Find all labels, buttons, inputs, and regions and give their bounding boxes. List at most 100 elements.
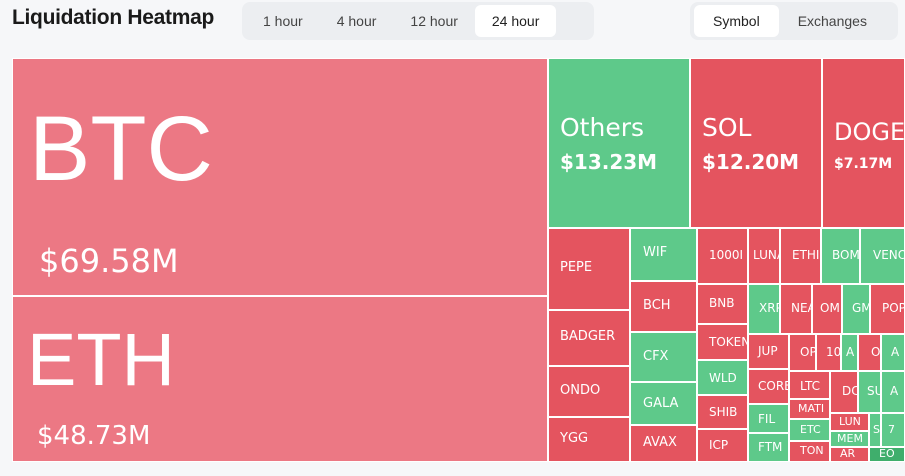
tile-label: 10 [826, 345, 841, 359]
tile[interactable]: XRP [748, 284, 780, 334]
tile[interactable]: JUP [748, 334, 789, 369]
tile[interactable]: BNB [697, 284, 748, 324]
tab[interactable]: 1 hour [263, 13, 303, 29]
tile[interactable]: ICP [697, 429, 748, 462]
tile-label: ETC [800, 423, 821, 436]
tile-label: SU [867, 384, 880, 398]
tile[interactable]: BADGER [548, 310, 630, 366]
tile[interactable]: A [881, 334, 905, 371]
tab[interactable]: 12 hour [410, 13, 458, 29]
tile[interactable]: AVAX [630, 425, 697, 462]
tile-label: VENO [873, 248, 905, 262]
tile-label: OP [800, 345, 816, 359]
tile[interactable]: CORE [748, 369, 789, 404]
tile-label: MEM [837, 432, 863, 445]
tile-label: GM [852, 301, 870, 315]
tile[interactable]: 7 [881, 413, 905, 447]
tile[interactable]: SHIB [697, 395, 748, 429]
tile-label: 1000I [709, 248, 744, 262]
tile-label: TOKEN [709, 335, 748, 349]
tile[interactable]: WLD [697, 360, 748, 395]
tile[interactable]: 1000I [697, 228, 748, 284]
tile-label: BADGER [560, 329, 616, 344]
tile[interactable]: DC [830, 371, 858, 413]
tile-label: BOM [832, 248, 860, 262]
page-title: Liquidation Heatmap [12, 6, 214, 29]
tile[interactable]: O [858, 334, 881, 371]
tile[interactable]: SU [858, 371, 881, 413]
tile[interactable]: MATI [789, 399, 830, 419]
tile[interactable]: TON [789, 441, 830, 462]
tile-value: $48.73M [37, 421, 151, 451]
tile-label: BNB [709, 296, 735, 310]
tile[interactable]: GALA [630, 382, 697, 425]
tile[interactable]: YGG [548, 417, 630, 462]
tile[interactable]: A [841, 334, 858, 371]
tile[interactable]: GM [842, 284, 870, 334]
tile[interactable]: BCH [630, 281, 697, 332]
tile[interactable]: LUN [830, 413, 869, 431]
tile-label: AR [840, 447, 856, 460]
tile-label: GALA [643, 396, 679, 411]
tile[interactable]: EO [869, 447, 905, 462]
tile-label: WIF [643, 245, 668, 260]
tile-label: BCH [643, 298, 671, 313]
tile-label: A [891, 345, 900, 359]
tab[interactable]: Symbol [694, 5, 779, 37]
tile-label: FIL [758, 412, 776, 426]
tile-label: MATI [798, 402, 825, 415]
tile[interactable]: ETC [789, 419, 830, 441]
tile-label: A [890, 384, 899, 398]
tile[interactable]: WIF [630, 228, 697, 281]
tile[interactable]: PEPE [548, 228, 630, 310]
tile-value: $7.17M [834, 156, 893, 172]
tile[interactable]: POP [870, 284, 905, 334]
tile[interactable]: A [881, 371, 905, 413]
tile[interactable]: ONDO [548, 366, 630, 417]
tile[interactable]: CFX [630, 332, 697, 382]
tile-label: ETHI [792, 248, 820, 262]
tile[interactable]: VENO [860, 228, 905, 284]
tile-label: OM [820, 301, 840, 315]
tile[interactable]: FIL [748, 404, 789, 433]
tab[interactable]: 24 hour [474, 5, 557, 37]
tile[interactable]: DOGE $7.17M [822, 58, 905, 228]
tile[interactable]: ETHI [780, 228, 821, 284]
view-tabs: Symbol Exchanges [690, 2, 898, 40]
tile[interactable]: TOKEN [697, 324, 748, 360]
tile[interactable]: LUNA [748, 228, 780, 284]
tile[interactable]: NEA [780, 284, 812, 334]
tile-label: POP [882, 301, 905, 315]
tile[interactable]: OP [789, 334, 816, 371]
tile[interactable]: LTC [789, 371, 830, 399]
tile[interactable]: MEM [830, 431, 869, 447]
tile[interactable]: FTM [748, 433, 789, 462]
tile[interactable]: SOL $12.20M [690, 58, 822, 228]
tab[interactable]: Exchanges [797, 13, 867, 29]
tile-label: ICP [709, 438, 729, 452]
tile[interactable]: OM [812, 284, 842, 334]
tile-label: A [846, 345, 855, 359]
tile-label: O [871, 345, 881, 359]
tab[interactable]: 4 hour [336, 13, 377, 29]
tile[interactable]: AR [830, 447, 869, 462]
tile-label: YGG [560, 431, 589, 446]
tile-label: LTC [800, 379, 821, 393]
tile[interactable]: ETH $48.73M [12, 296, 548, 462]
tile-label: CORE [758, 379, 789, 393]
tile-label: ETH [27, 318, 175, 401]
tile[interactable]: Others $13.23M [548, 58, 690, 228]
tile[interactable]: S [869, 413, 881, 447]
tile[interactable]: BOM [821, 228, 860, 284]
tile[interactable]: 10 [816, 334, 841, 371]
tile[interactable]: BTC $69.58M [12, 58, 548, 296]
time-tabs: 1 hour 4 hour 12 hour 24 hour [242, 2, 594, 40]
treemap: BTC $69.58M ETH $48.73M Others $13.23M SOL $12.… [12, 58, 905, 462]
tile-label: NEA [791, 301, 811, 315]
tile-label: 7 [888, 423, 895, 436]
tile-value: $13.23M [560, 150, 658, 174]
tile-value: $69.58M [39, 242, 179, 280]
tile-label: XRP [759, 301, 779, 315]
tile-label: BTC [29, 98, 213, 200]
